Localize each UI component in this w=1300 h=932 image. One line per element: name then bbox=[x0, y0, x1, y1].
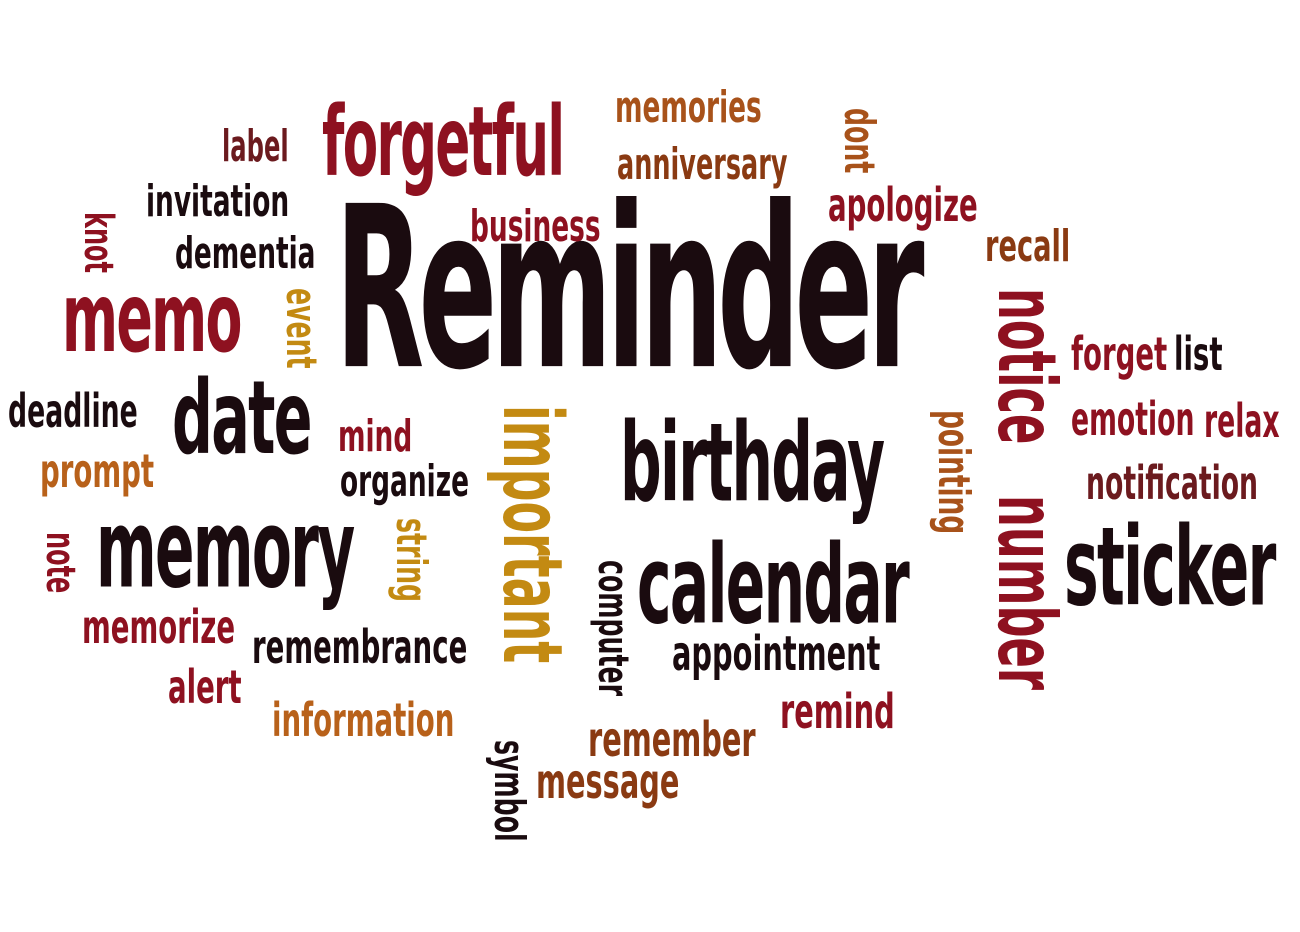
word-message: message bbox=[536, 754, 680, 810]
word-forget: forget bbox=[1071, 327, 1168, 381]
word-apologize: apologize bbox=[828, 178, 978, 232]
word-anniversary: anniversary bbox=[617, 139, 788, 190]
word-recall: recall bbox=[985, 221, 1071, 272]
word-information: information bbox=[272, 693, 455, 747]
word-relax: relax bbox=[1204, 394, 1280, 448]
word-remind: remind bbox=[780, 684, 895, 740]
word-forgetful: forgetful bbox=[322, 85, 565, 198]
word-important: important bbox=[484, 405, 579, 664]
word-mind: mind bbox=[338, 411, 413, 462]
word-memorize: memorize bbox=[82, 600, 236, 654]
word-deadline: deadline bbox=[8, 384, 138, 438]
word-label: label bbox=[222, 121, 289, 172]
word-remember: remember bbox=[588, 712, 756, 768]
word-event: event bbox=[277, 288, 326, 369]
word-appointment: appointment bbox=[672, 626, 881, 682]
word-memo: memo bbox=[62, 262, 242, 374]
word-computer: computer bbox=[589, 560, 638, 697]
word-business: business bbox=[470, 201, 601, 252]
word-alert: alert bbox=[168, 660, 242, 714]
word-sticker: sticker bbox=[1064, 502, 1276, 631]
word-number: number bbox=[980, 495, 1073, 691]
word-calendar: calendar bbox=[637, 520, 910, 649]
word-reminder: Reminder bbox=[335, 158, 925, 420]
word-dementia: dementia bbox=[175, 228, 316, 279]
word-symbol: symbol bbox=[485, 740, 534, 842]
word-string: string bbox=[387, 518, 436, 603]
word-invitation: invitation bbox=[146, 176, 290, 227]
word-pointing: pointing bbox=[928, 410, 979, 535]
word-list: list bbox=[1174, 327, 1223, 381]
word-remembrance: remembrance bbox=[252, 620, 468, 674]
word-memory: memory bbox=[96, 484, 355, 613]
word-dont: dont bbox=[835, 108, 884, 174]
word-organize: organize bbox=[340, 456, 469, 507]
word-date: date bbox=[172, 359, 312, 478]
word-notice: notice bbox=[980, 288, 1073, 445]
word-emotion: emotion bbox=[1071, 392, 1195, 446]
word-notification: notification bbox=[1086, 456, 1259, 510]
word-memories: memories bbox=[615, 82, 762, 133]
word-prompt: prompt bbox=[40, 444, 155, 498]
word-note: note bbox=[37, 532, 83, 594]
word-birthday: birthday bbox=[620, 398, 885, 527]
